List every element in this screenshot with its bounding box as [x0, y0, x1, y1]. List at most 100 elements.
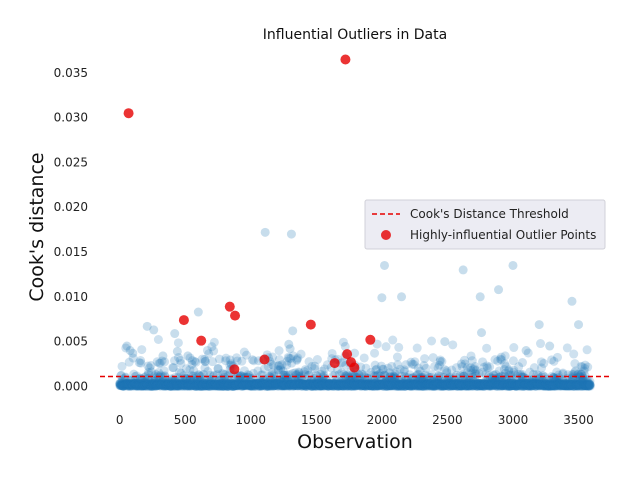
data-point — [196, 381, 206, 391]
data-point — [125, 380, 135, 390]
data-point — [286, 379, 296, 389]
data-point — [249, 379, 259, 389]
data-point — [231, 380, 241, 390]
data-point — [277, 380, 287, 390]
data-point — [250, 380, 260, 390]
data-point — [128, 376, 138, 386]
data-point — [228, 379, 238, 389]
data-point — [192, 380, 202, 390]
y-tick-label: 0.005 — [54, 335, 88, 349]
data-point — [220, 372, 230, 382]
data-point — [147, 379, 157, 389]
data-point — [260, 379, 270, 389]
data-point — [240, 380, 250, 390]
data-point — [224, 380, 234, 390]
data-point — [137, 379, 147, 389]
data-point — [221, 380, 231, 390]
data-point — [136, 379, 146, 389]
data-point — [174, 381, 184, 391]
data-point — [187, 359, 197, 369]
data-point — [214, 381, 224, 391]
data-point — [200, 381, 210, 391]
data-point — [180, 380, 190, 390]
data-point — [277, 378, 287, 388]
data-point — [259, 378, 269, 388]
data-point — [250, 379, 260, 389]
data-point — [269, 361, 279, 371]
data-point — [181, 379, 191, 389]
data-point — [242, 379, 252, 389]
data-point — [141, 371, 151, 381]
data-point — [122, 378, 132, 388]
data-point — [175, 375, 185, 385]
data-point — [227, 380, 237, 390]
data-point — [252, 379, 262, 389]
data-point — [244, 370, 254, 380]
data-point — [284, 379, 294, 389]
data-point — [262, 379, 272, 389]
data-point — [247, 379, 257, 389]
data-point — [160, 379, 170, 389]
data-point — [200, 381, 210, 391]
data-point — [158, 378, 168, 388]
data-point — [179, 371, 189, 381]
data-point — [253, 379, 263, 389]
data-point — [195, 381, 205, 391]
data-point — [255, 377, 265, 387]
data-point — [233, 379, 243, 389]
data-point — [217, 381, 227, 391]
data-point — [158, 381, 168, 391]
data-point — [167, 381, 177, 391]
chart-title: Influential Outliers in Data — [263, 27, 447, 43]
data-point — [140, 381, 150, 391]
data-point — [161, 379, 171, 389]
data-point — [239, 379, 249, 389]
data-point — [148, 379, 158, 389]
data-point — [231, 380, 241, 390]
data-point — [254, 381, 264, 391]
data-point — [255, 378, 265, 388]
data-point — [359, 353, 369, 363]
data-point — [228, 379, 238, 389]
data-point — [394, 342, 404, 352]
data-point — [256, 381, 266, 391]
data-point — [155, 358, 165, 368]
data-point — [260, 380, 270, 390]
data-point — [133, 379, 143, 389]
data-point — [126, 379, 136, 389]
data-point — [168, 375, 178, 385]
data-point — [225, 379, 235, 389]
data-point — [162, 381, 172, 391]
data-point — [119, 381, 129, 391]
data-point — [276, 365, 286, 375]
data-point — [271, 378, 281, 388]
data-point — [287, 380, 297, 390]
data-point — [265, 381, 275, 391]
data-point — [242, 350, 252, 360]
data-point — [166, 381, 176, 391]
data-point — [115, 380, 125, 390]
data-point — [150, 379, 160, 389]
data-point — [116, 379, 126, 389]
data-point — [126, 379, 136, 389]
data-point — [213, 379, 223, 389]
data-point — [121, 379, 131, 389]
data-point — [205, 379, 215, 389]
data-point — [255, 378, 265, 388]
data-point — [264, 380, 274, 390]
data-point — [276, 377, 286, 387]
data-point — [140, 379, 150, 389]
data-point — [209, 337, 219, 347]
data-point — [273, 380, 283, 390]
data-point — [247, 380, 257, 390]
data-point — [193, 381, 203, 391]
data-point — [185, 381, 195, 391]
data-point — [149, 376, 159, 386]
data-point — [202, 381, 212, 391]
data-point — [183, 381, 193, 391]
data-point — [141, 379, 151, 389]
data-point — [262, 380, 272, 390]
data-point — [164, 379, 174, 389]
data-point — [198, 380, 208, 390]
data-point — [141, 377, 151, 387]
